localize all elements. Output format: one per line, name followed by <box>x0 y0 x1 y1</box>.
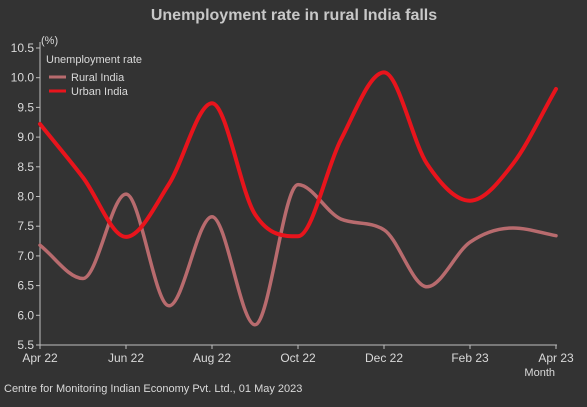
x-tick-label: Apr 22 <box>22 351 58 365</box>
legend: Unemployment rate Rural India Urban Indi… <box>46 54 142 98</box>
y-tick-label: 7.5 <box>17 219 34 233</box>
x-tick-label: Feb 23 <box>451 351 489 365</box>
y-tick-label: 8.5 <box>17 160 34 174</box>
y-tick-label: 5.5 <box>17 338 34 352</box>
series-line-rural <box>38 182 558 327</box>
source-note: Centre for Monitoring Indian Economy Pvt… <box>4 383 302 395</box>
y-tick-label: 6.5 <box>17 279 34 293</box>
x-tick-label: Jun 22 <box>108 351 144 365</box>
y-tick-label: 7.0 <box>17 249 34 263</box>
legend-label-urban: Urban India <box>71 86 129 98</box>
y-axis-label: (%) <box>41 35 58 47</box>
y-tick-label: 9.0 <box>17 130 34 144</box>
y-tick-label: 9.5 <box>17 100 34 114</box>
x-tick-label: Oct 22 <box>280 351 316 365</box>
x-tick-label: Apr 23 <box>538 351 574 365</box>
legend-title: Unemployment rate <box>46 54 142 66</box>
y-axis-ticks: 5.5 6.0 6.5 7.0 7.5 8.0 8.5 9.0 9.5 10.0 10.5 <box>11 41 40 352</box>
y-tick-label: 10.0 <box>11 71 35 85</box>
series-lines <box>38 70 558 327</box>
legend-label-rural: Rural India <box>71 72 125 84</box>
y-tick-label: 8.0 <box>17 190 34 204</box>
x-tick-label: Dec 22 <box>365 351 403 365</box>
x-tick-label: Aug 22 <box>193 351 231 365</box>
y-tick-label: 6.0 <box>17 308 34 322</box>
chart-title: Unemployment rate in rural India falls <box>151 7 437 24</box>
series-line-urban <box>38 70 558 239</box>
x-axis-ticks: Apr 22 Jun 22 Aug 22 Oct 22 Dec 22 Feb 23 Apr … <box>22 345 574 365</box>
x-axis-label: Month <box>524 367 555 379</box>
y-tick-label: 10.5 <box>11 41 35 55</box>
